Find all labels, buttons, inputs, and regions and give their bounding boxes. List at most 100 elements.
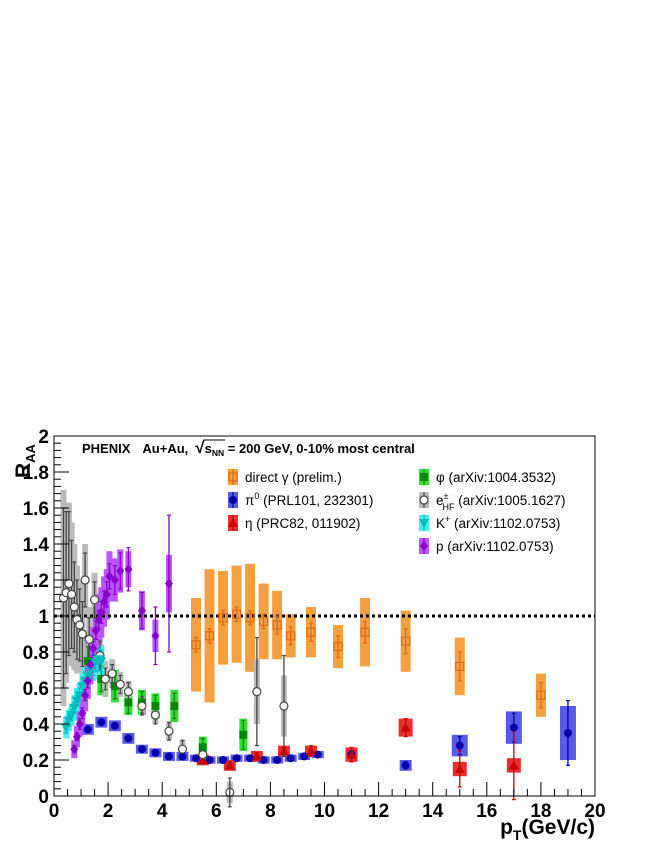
series-6-data-point — [86, 659, 95, 670]
x-tick-label: 6 — [211, 801, 222, 822]
series-1-data-point — [455, 741, 464, 750]
series-1-data-point — [178, 752, 187, 761]
series-6-data-point — [94, 614, 103, 625]
x-tick-label: 18 — [530, 801, 551, 822]
series-4-data-point — [75, 620, 85, 630]
x-tick-label: 4 — [157, 801, 168, 822]
series-1-data-point — [97, 718, 106, 727]
x-tick-label: 12 — [368, 801, 389, 822]
series-6-data-point — [105, 571, 114, 582]
legend-marker-2 — [228, 518, 238, 527]
series-0-data-point — [272, 620, 282, 630]
series-6-data-point — [89, 643, 98, 654]
series-2-data-point — [197, 755, 208, 764]
series-2-data-point — [508, 760, 519, 770]
title-sqrt-symbol: √ — [195, 438, 205, 457]
series-6-data-point — [78, 708, 87, 719]
axis-ticks — [53, 435, 596, 797]
series-1-data-point — [300, 752, 309, 761]
series-0-data-point — [536, 690, 546, 700]
series-0-data-point — [306, 627, 316, 637]
series-6-data-point — [70, 744, 79, 755]
series-1-data-point — [313, 750, 322, 759]
series-6-data-point — [151, 630, 160, 641]
series-2-data-point — [346, 749, 357, 759]
series-5-data-point — [66, 711, 77, 720]
legend-marker-4 — [419, 495, 429, 505]
y-tick-label: 1.8 — [23, 463, 49, 484]
series-4-data-point — [137, 701, 147, 711]
series-5-data-point — [69, 703, 80, 713]
y-tick-label: 1.2 — [23, 571, 49, 592]
series-4-data-point — [123, 686, 133, 697]
series-6-data-point — [116, 566, 125, 576]
series-1-data-point — [124, 734, 133, 743]
x-tick-label: 2 — [103, 801, 114, 822]
series-4-data-point — [279, 701, 289, 711]
series-6-data-point — [110, 575, 119, 585]
series-5-data-point — [74, 691, 85, 701]
series-1-data-point — [286, 754, 295, 763]
legend-label-2: η (PRC82, 011902) — [245, 516, 360, 531]
series-1-data-point — [205, 756, 214, 764]
series-4-data-point — [80, 575, 90, 585]
series-4-data-point — [100, 674, 110, 684]
x-tick-label: 14 — [422, 801, 444, 822]
y-tick-label: 0.6 — [23, 679, 49, 700]
series-0-data-point — [401, 636, 411, 646]
series-6-data-point — [100, 596, 109, 607]
series-0-data-point — [204, 631, 215, 641]
legend-label-6: p (arXiv:1102.0753) — [436, 539, 554, 554]
series-6-data-point — [81, 690, 90, 701]
x-tick-label: 0 — [49, 801, 60, 822]
series-1-data-point — [259, 756, 268, 764]
legend-marker-3 — [420, 473, 428, 481]
x-tick-label: 16 — [476, 801, 497, 822]
series-4-data-point — [150, 710, 161, 720]
y-tick-label: 0.4 — [23, 715, 50, 736]
series-6-data-point — [137, 605, 146, 616]
series-0-data-point — [333, 641, 343, 652]
series-6-data-point — [124, 564, 133, 575]
series-3-data-point — [124, 698, 133, 707]
series-0-data-point — [360, 627, 370, 637]
title-s: s — [205, 441, 212, 456]
legend-label-1: π0 (PRL101, 232301) — [245, 491, 373, 508]
legend-marker-1 — [229, 496, 237, 504]
y-title-main: R — [12, 463, 35, 478]
series-1-data-point — [219, 756, 228, 764]
series-6-data-point — [83, 675, 92, 686]
title-system: Au+Au, — [142, 441, 188, 456]
series-0-data-point — [455, 661, 465, 672]
series-1-data-point — [563, 729, 572, 737]
series-4-data-point — [177, 744, 188, 754]
series-1-data-point — [509, 723, 518, 732]
x-tick-label: 10 — [314, 801, 335, 822]
title-energy: = 200 GeV, 0-10% most central — [224, 441, 415, 456]
series-0-data-point — [286, 631, 296, 641]
legend-label-4: e± HF (arXiv:1005.1627) — [436, 491, 566, 512]
series-0-data-point — [231, 609, 242, 619]
series-6-data-point — [164, 578, 173, 589]
series-6-data-point — [75, 719, 84, 729]
legend-marker-5 — [419, 519, 429, 528]
series-5-data-point — [96, 657, 107, 666]
series-0-data-point — [245, 613, 255, 623]
series-1-data-point — [232, 754, 241, 763]
series-2-data-point — [454, 764, 465, 773]
series-3-data-point — [110, 682, 119, 691]
legend-marker-6 — [420, 541, 428, 551]
series-1-data-point — [110, 721, 119, 730]
legend: direct γ (prelim.) π0 (PRL101, 232301) η (… — [228, 469, 566, 554]
y-tick-label: 2 — [38, 427, 49, 448]
series-1-data-point — [246, 754, 255, 763]
series-4-data-point — [198, 749, 208, 760]
series-6-data-point — [72, 731, 81, 742]
series-2-data-point — [400, 722, 411, 732]
series-3-data-point — [151, 702, 160, 710]
series-3-data-point — [239, 730, 248, 739]
series-4-data-point — [252, 686, 262, 697]
series-0-data-point — [259, 616, 269, 627]
series-1-data-point — [164, 752, 173, 761]
